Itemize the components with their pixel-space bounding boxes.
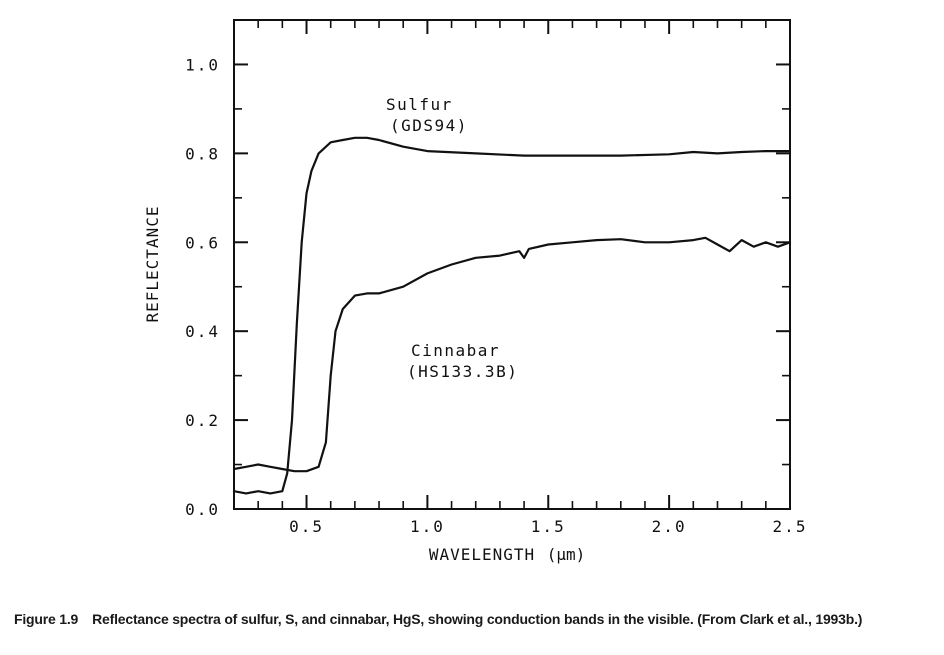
annotations: Sulfur (GDS94) Cinnabar (HS133.3B) [386, 95, 518, 381]
y-tick-label: 0.6 [185, 233, 220, 252]
sulfur-annotation-line: (GDS94) [390, 116, 468, 135]
x-tick-label: 2.0 [652, 517, 687, 536]
x-tick-label: 0.5 [289, 517, 324, 536]
plot-frame [233, 19, 791, 510]
y-tick-label: 1.0 [185, 55, 220, 74]
figure-label: Figure 1.9 [14, 611, 79, 627]
reflectance-chart: 0.5 1.0 1.5 2.0 2.5 0.0 0.2 0.4 0.6 0.8 1.0 Sulfur… [143, 19, 808, 564]
cinnabar-annotation-line: (HS133.3B) [407, 362, 518, 381]
sulfur-annotation-line: Sulfur [386, 95, 453, 114]
figure-caption: Figure 1.9 Reflectance spectra of sulfur,… [14, 609, 934, 629]
cinnabar-annotation-line: Cinnabar [411, 341, 500, 360]
y-axis-label: REFLECTANCE [143, 206, 162, 323]
y-tick-label: 0.2 [185, 411, 220, 430]
x-tick-label: 2.5 [773, 517, 808, 536]
cinnabar-spectrum-line [232, 236, 792, 473]
y-tick-label: 0.8 [185, 144, 220, 163]
caption-text: Reflectance spectra of sulfur, S, and ci… [92, 611, 863, 627]
sulfur-spectrum-line [232, 136, 792, 495]
x-axis-label: WAVELENGTH [429, 545, 535, 564]
x-axis-unit: (μm) [547, 545, 586, 564]
x-tick-label: 1.0 [410, 517, 445, 536]
x-tick-label: 1.5 [531, 517, 566, 536]
axis-ticks [234, 20, 791, 510]
series-lines [232, 136, 792, 495]
x-axis-label-group: WAVELENGTH (μm) [429, 545, 585, 564]
y-tick-label: 0.0 [185, 500, 220, 519]
tick-labels: 0.5 1.0 1.5 2.0 2.5 0.0 0.2 0.4 0.6 0.8 1.0 [185, 55, 808, 536]
y-tick-label: 0.4 [185, 322, 220, 341]
